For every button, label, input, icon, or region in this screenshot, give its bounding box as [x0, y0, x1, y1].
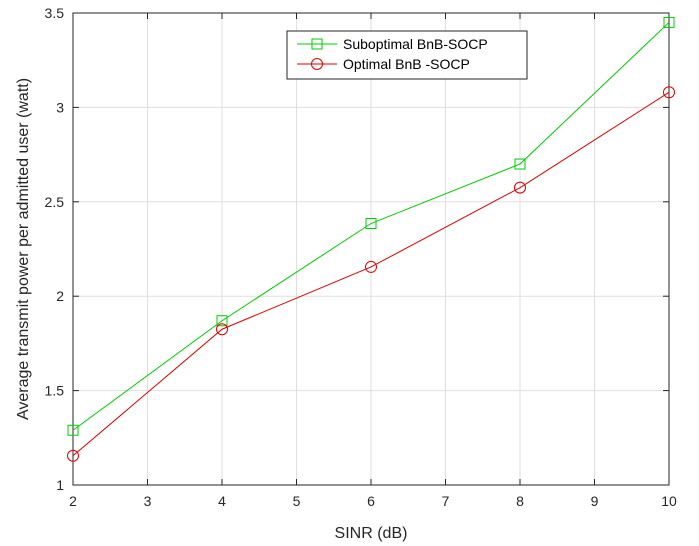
series-optimal — [67, 86, 675, 462]
y-tick-label: 1.5 — [45, 383, 65, 399]
x-tick-label: 8 — [516, 493, 524, 509]
y-tick-label: 3.5 — [45, 5, 65, 21]
data-point-suboptimal — [216, 315, 228, 327]
y-tick-label: 2.5 — [45, 194, 65, 210]
data-point-suboptimal — [663, 16, 675, 28]
y-tick-label: 2 — [56, 288, 64, 304]
y-tick-label: 1 — [56, 477, 64, 493]
data-point-suboptimal — [365, 218, 377, 230]
data-point-optimal — [514, 181, 526, 194]
x-tick-label: 10 — [661, 493, 677, 509]
series-line-suboptimal — [72, 22, 670, 431]
data-point-suboptimal — [67, 424, 79, 436]
legend-label-optimal: Optimal BnB -SOCP — [343, 56, 470, 72]
x-tick-label: 3 — [144, 493, 152, 509]
data-point-optimal — [216, 323, 228, 336]
legend-marker-suboptimal — [311, 38, 323, 50]
x-tick-label: 9 — [591, 493, 599, 509]
data-point-optimal — [67, 449, 79, 462]
series-line-optimal — [72, 91, 670, 457]
ticks: 2 3 4 5 6 7 8 9 10 1 1.5 2 2.5 3 3.5 — [45, 5, 677, 509]
x-axis-label: SINR (dB) — [335, 525, 408, 542]
x-tick-label: 4 — [218, 493, 226, 509]
data-point-suboptimal — [514, 158, 526, 170]
grid — [73, 13, 669, 485]
y-axis-label: Average transmit power per admitted user… — [15, 78, 32, 420]
legend: Suboptimal BnB-SOCP Optimal BnB -SOCP — [286, 30, 528, 80]
series-suboptimal — [67, 16, 675, 436]
series-layer — [67, 16, 675, 462]
x-tick-label: 2 — [69, 493, 77, 509]
data-point-optimal — [365, 260, 377, 273]
y-tick-label: 3 — [56, 99, 64, 115]
x-tick-label: 5 — [293, 493, 301, 509]
x-tick-label: 7 — [442, 493, 450, 509]
legend-marker-optimal — [311, 58, 323, 70]
legend-box — [286, 30, 528, 80]
data-point-optimal — [663, 86, 675, 99]
x-tick-label: 6 — [367, 493, 375, 509]
legend-label-suboptimal: Suboptimal BnB-SOCP — [343, 36, 488, 52]
